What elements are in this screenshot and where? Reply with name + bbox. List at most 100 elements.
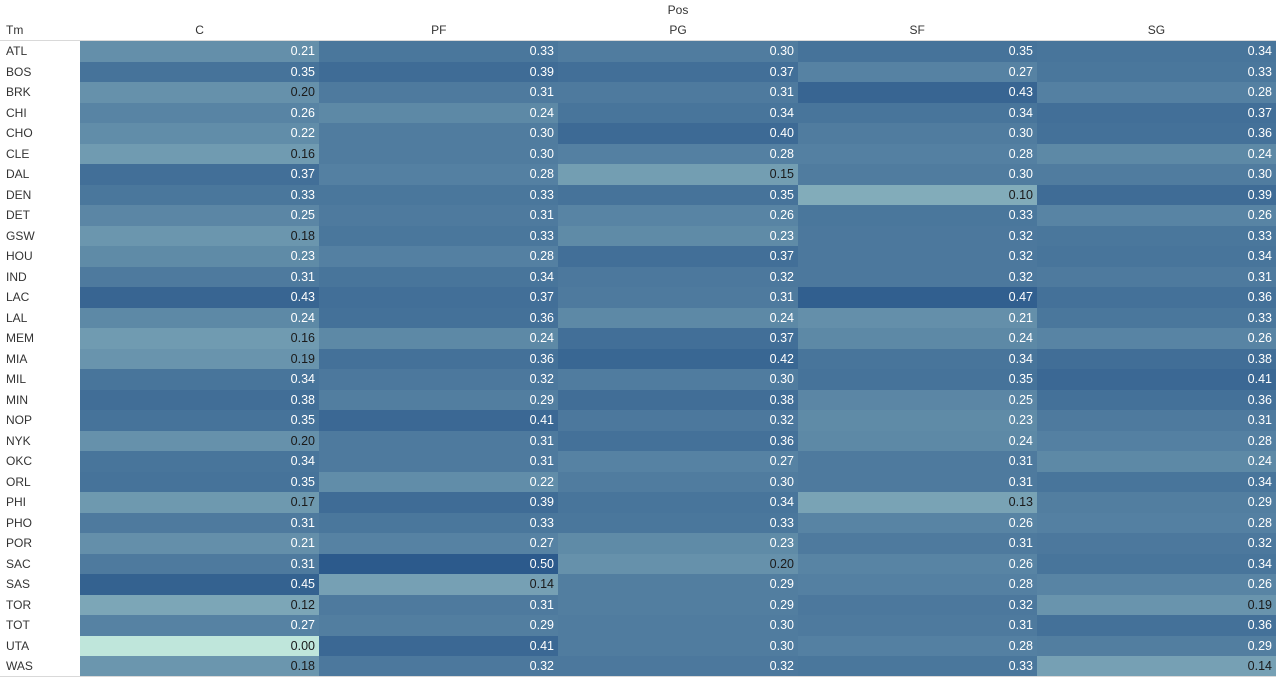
heatmap-cell-brk-sf[interactable]: 0.43 (798, 82, 1037, 103)
heatmap-cell-lac-c[interactable]: 0.43 (80, 287, 319, 308)
heatmap-cell-lac-sf[interactable]: 0.47 (798, 287, 1037, 308)
heatmap-cell-det-sg[interactable]: 0.26 (1037, 205, 1276, 226)
heatmap-cell-min-pf[interactable]: 0.29 (319, 389, 558, 411)
heatmap-cell-tot-sf[interactable]: 0.31 (798, 615, 1037, 636)
heatmap-cell-sac-sg[interactable]: 0.34 (1037, 553, 1276, 575)
heatmap-cell-tot-c[interactable]: 0.27 (80, 615, 319, 636)
heatmap-cell-chi-pg[interactable]: 0.34 (558, 102, 798, 124)
heatmap-cell-orl-c[interactable]: 0.35 (80, 471, 319, 493)
heatmap-cell-lal-pg[interactable]: 0.24 (558, 307, 798, 329)
heatmap-cell-uta-pg[interactable]: 0.30 (558, 635, 798, 657)
heatmap-cell-uta-sf[interactable]: 0.28 (798, 635, 1037, 657)
heatmap-cell-sas-pf[interactable]: 0.14 (319, 574, 558, 595)
heatmap-cell-nyk-pg[interactable]: 0.36 (558, 430, 798, 452)
heatmap-cell-phi-c[interactable]: 0.17 (80, 492, 319, 513)
heatmap-cell-mem-sf[interactable]: 0.24 (798, 328, 1037, 349)
heatmap-cell-dal-pf[interactable]: 0.28 (319, 164, 558, 185)
heatmap-cell-hou-c[interactable]: 0.23 (80, 246, 319, 267)
heatmap-cell-hou-sf[interactable]: 0.32 (798, 246, 1037, 267)
heatmap-cell-lac-pf[interactable]: 0.37 (319, 287, 558, 308)
heatmap-cell-atl-pg[interactable]: 0.30 (558, 41, 798, 62)
heatmap-cell-orl-pf[interactable]: 0.22 (319, 471, 558, 493)
heatmap-cell-dal-pg[interactable]: 0.15 (558, 164, 798, 185)
heatmap-cell-cho-sf[interactable]: 0.30 (798, 123, 1037, 144)
heatmap-cell-tor-sg[interactable]: 0.19 (1037, 594, 1276, 616)
heatmap-cell-was-pg[interactable]: 0.32 (558, 656, 798, 677)
heatmap-cell-cho-c[interactable]: 0.22 (80, 123, 319, 144)
heatmap-cell-tor-c[interactable]: 0.12 (80, 594, 319, 616)
heatmap-cell-dal-c[interactable]: 0.37 (80, 164, 319, 185)
heatmap-cell-sac-c[interactable]: 0.31 (80, 553, 319, 575)
heatmap-cell-phi-pg[interactable]: 0.34 (558, 492, 798, 513)
heatmap-cell-was-sg[interactable]: 0.14 (1037, 656, 1276, 677)
heatmap-cell-nyk-sg[interactable]: 0.28 (1037, 430, 1276, 452)
heatmap-cell-mem-c[interactable]: 0.16 (80, 328, 319, 349)
heatmap-cell-cle-c[interactable]: 0.16 (80, 143, 319, 165)
heatmap-cell-nop-pg[interactable]: 0.32 (558, 410, 798, 431)
heatmap-cell-mem-pf[interactable]: 0.24 (319, 328, 558, 349)
heatmap-cell-atl-c[interactable]: 0.21 (80, 41, 319, 62)
heatmap-cell-gsw-pf[interactable]: 0.33 (319, 225, 558, 247)
heatmap-cell-tot-pf[interactable]: 0.29 (319, 615, 558, 636)
heatmap-cell-tot-sg[interactable]: 0.36 (1037, 615, 1276, 636)
heatmap-cell-was-sf[interactable]: 0.33 (798, 656, 1037, 677)
heatmap-cell-brk-pf[interactable]: 0.31 (319, 82, 558, 103)
heatmap-cell-tor-pf[interactable]: 0.31 (319, 594, 558, 616)
heatmap-cell-cho-pg[interactable]: 0.40 (558, 123, 798, 144)
heatmap-cell-min-c[interactable]: 0.38 (80, 389, 319, 411)
heatmap-cell-orl-pg[interactable]: 0.30 (558, 471, 798, 493)
heatmap-cell-chi-c[interactable]: 0.26 (80, 102, 319, 124)
heatmap-cell-sas-sg[interactable]: 0.26 (1037, 574, 1276, 595)
heatmap-cell-den-c[interactable]: 0.33 (80, 184, 319, 206)
heatmap-cell-cho-pf[interactable]: 0.30 (319, 123, 558, 144)
heatmap-cell-pho-pf[interactable]: 0.33 (319, 512, 558, 534)
heatmap-cell-phi-sg[interactable]: 0.29 (1037, 492, 1276, 513)
heatmap-cell-lac-sg[interactable]: 0.36 (1037, 287, 1276, 308)
heatmap-cell-mem-pg[interactable]: 0.37 (558, 328, 798, 349)
heatmap-cell-mem-sg[interactable]: 0.26 (1037, 328, 1276, 349)
heatmap-cell-den-pg[interactable]: 0.35 (558, 184, 798, 206)
heatmap-cell-min-sf[interactable]: 0.25 (798, 389, 1037, 411)
heatmap-cell-atl-pf[interactable]: 0.33 (319, 41, 558, 62)
heatmap-cell-sac-sf[interactable]: 0.26 (798, 553, 1037, 575)
heatmap-cell-pho-sg[interactable]: 0.28 (1037, 512, 1276, 534)
heatmap-cell-okc-pf[interactable]: 0.31 (319, 451, 558, 472)
heatmap-cell-ind-c[interactable]: 0.31 (80, 266, 319, 288)
heatmap-cell-tor-pg[interactable]: 0.29 (558, 594, 798, 616)
heatmap-cell-ind-pf[interactable]: 0.34 (319, 266, 558, 288)
heatmap-cell-por-c[interactable]: 0.21 (80, 533, 319, 554)
heatmap-cell-bos-pg[interactable]: 0.37 (558, 61, 798, 83)
heatmap-cell-mia-sg[interactable]: 0.38 (1037, 348, 1276, 370)
heatmap-cell-brk-pg[interactable]: 0.31 (558, 82, 798, 103)
heatmap-cell-det-sf[interactable]: 0.33 (798, 205, 1037, 226)
heatmap-cell-mia-pg[interactable]: 0.42 (558, 348, 798, 370)
heatmap-cell-pho-pg[interactable]: 0.33 (558, 512, 798, 534)
heatmap-cell-uta-sg[interactable]: 0.29 (1037, 635, 1276, 657)
heatmap-cell-den-sg[interactable]: 0.39 (1037, 184, 1276, 206)
heatmap-cell-nyk-c[interactable]: 0.20 (80, 430, 319, 452)
heatmap-cell-den-pf[interactable]: 0.33 (319, 184, 558, 206)
heatmap-cell-hou-sg[interactable]: 0.34 (1037, 246, 1276, 267)
heatmap-cell-lac-pg[interactable]: 0.31 (558, 287, 798, 308)
heatmap-cell-was-c[interactable]: 0.18 (80, 656, 319, 677)
heatmap-cell-por-pf[interactable]: 0.27 (319, 533, 558, 554)
heatmap-cell-por-pg[interactable]: 0.23 (558, 533, 798, 554)
heatmap-cell-nop-pf[interactable]: 0.41 (319, 410, 558, 431)
heatmap-cell-bos-sf[interactable]: 0.27 (798, 61, 1037, 83)
heatmap-cell-chi-sf[interactable]: 0.34 (798, 102, 1037, 124)
heatmap-cell-atl-sg[interactable]: 0.34 (1037, 41, 1276, 62)
heatmap-cell-orl-sg[interactable]: 0.34 (1037, 471, 1276, 493)
heatmap-cell-nop-sg[interactable]: 0.31 (1037, 410, 1276, 431)
heatmap-cell-chi-sg[interactable]: 0.37 (1037, 102, 1276, 124)
heatmap-cell-min-sg[interactable]: 0.36 (1037, 389, 1276, 411)
heatmap-cell-was-pf[interactable]: 0.32 (319, 656, 558, 677)
heatmap-cell-cle-sg[interactable]: 0.24 (1037, 143, 1276, 165)
heatmap-cell-bos-sg[interactable]: 0.33 (1037, 61, 1276, 83)
heatmap-cell-mil-c[interactable]: 0.34 (80, 369, 319, 390)
heatmap-cell-ind-pg[interactable]: 0.32 (558, 266, 798, 288)
heatmap-cell-mil-sg[interactable]: 0.41 (1037, 369, 1276, 390)
heatmap-cell-atl-sf[interactable]: 0.35 (798, 41, 1037, 62)
heatmap-cell-cle-pg[interactable]: 0.28 (558, 143, 798, 165)
heatmap-cell-lal-c[interactable]: 0.24 (80, 307, 319, 329)
heatmap-cell-dal-sg[interactable]: 0.30 (1037, 164, 1276, 185)
